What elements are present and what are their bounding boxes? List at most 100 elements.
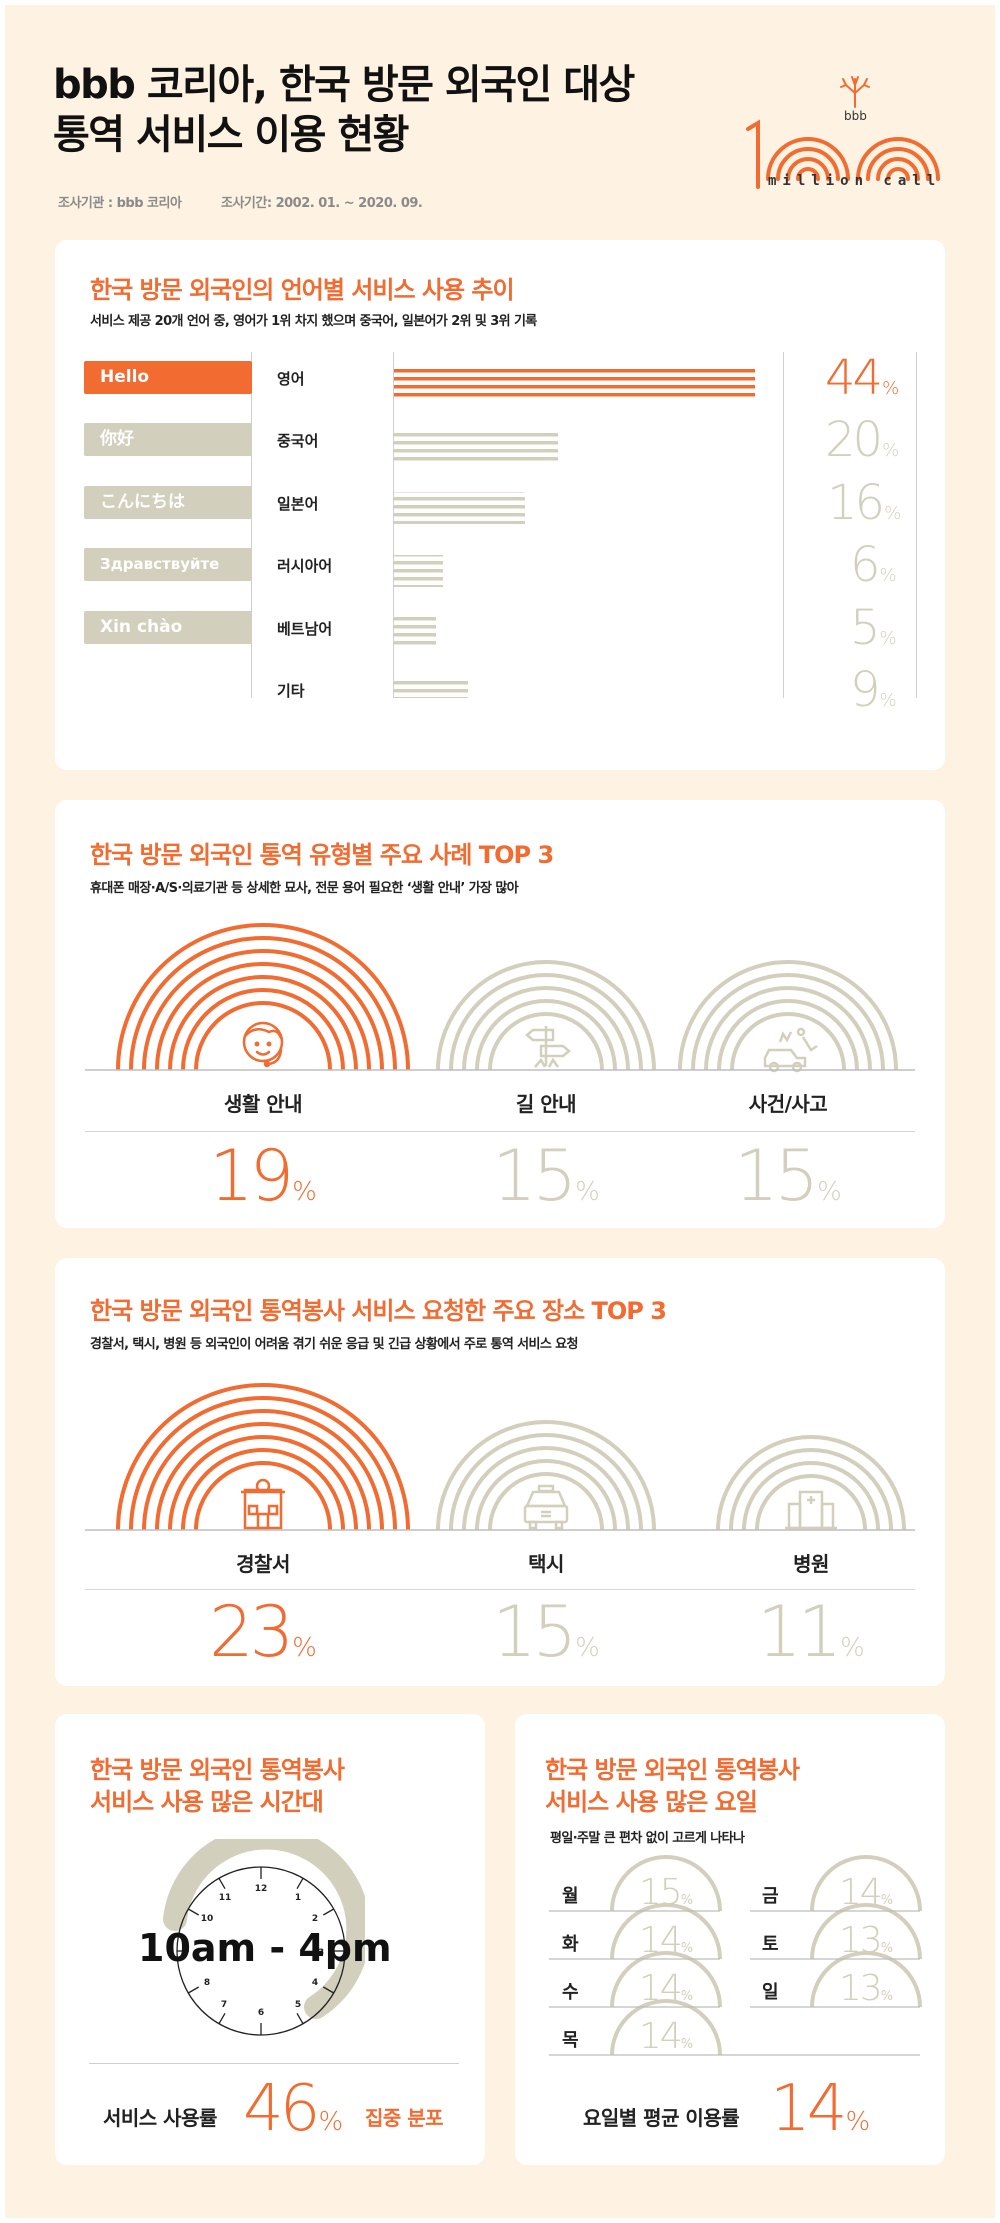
svg-text:4: 4 [312,1978,318,1988]
percent-english: 44% [825,350,900,406]
arc-group-hospital [716,1435,906,1531]
svg-text:7: 7 [221,2000,227,2010]
time-of-day-card: 한국 방문 외국인 통역봉사 서비스 사용 많은 시간대 12 1 2 3 4 5 6 7 8 1… [55,1714,485,2165]
bar-russian [394,555,443,587]
day-percent-tue: 14% [638,1920,694,1961]
average-rate-value: 14% [770,2072,871,2146]
place-section-title: 한국 방문 외국인 통역봉사 서비스 요청한 주요 장소 TOP 3 [90,1297,667,1325]
divider [783,352,784,698]
survey-period: 조사기간: 2002. 01. ~ 2020. 09. [221,196,423,211]
title-line-2: 통역 서비스 이용 현황 [53,112,409,158]
type-label-directions: 길 안내 [515,1092,577,1116]
svg-text:10: 10 [201,1914,214,1924]
day-title-line-1: 한국 방문 외국인 통역봉사 [545,1756,800,1784]
type-percent-directions: 15% [492,1135,600,1217]
police-station-icon [241,1478,285,1530]
language-label: 영어 [277,370,305,388]
divider [251,352,252,698]
day-percent-wed: 14% [638,1968,694,2009]
day-label-sat: 토 [762,1934,779,1955]
time-section-title: 한국 방문 외국인 통역봉사 서비스 사용 많은 시간대 [90,1754,345,1818]
million-call-logo: bbb million call [740,67,950,192]
type-arcs [85,923,915,1073]
svg-text:6: 6 [258,2008,264,2018]
day-percent-sat: 13% [838,1920,894,1961]
time-range-band [163,1839,365,2019]
time-title-line-1: 한국 방문 외국인 통역봉사 [90,1756,345,1784]
place-percent-police: 23% [209,1591,317,1673]
hospital-icon [785,1490,837,1530]
divider [89,2063,459,2064]
day-label-fri: 금 [762,1886,779,1907]
day-title-line-2: 서비스 사용 많은 요일 [545,1788,758,1816]
day-section-subtitle: 평일·주말 큰 편차 없이 고르게 나타나 [550,1831,745,1846]
place-percent-taxi: 15% [492,1591,600,1673]
arc-group-police [116,1383,410,1531]
place-arcs [85,1383,915,1531]
language-usage-card: 한국 방문 외국인의 언어별 서비스 사용 추이 서비스 제공 20개 언어 중… [55,240,945,770]
place-percent-hospital: 11% [757,1591,865,1673]
day-label-tue: 화 [562,1934,579,1955]
svg-text:2: 2 [312,1914,318,1924]
place-label-police: 경찰서 [236,1552,290,1576]
percent-chinese: 20% [825,412,900,468]
percent-other: 9% [850,662,897,718]
language-label: 일본어 [277,495,319,513]
type-label-life-guide: 생활 안내 [223,1092,303,1116]
language-label: 중국어 [277,432,319,450]
place-label-taxi: 택시 [528,1552,564,1576]
language-label: 베트남어 [277,620,333,638]
type-percent-accident: 15% [734,1135,842,1217]
bar-english [394,367,755,399]
arc-group-directions [436,960,656,1071]
greeting-badge-japanese: こんにちは [84,486,252,519]
usage-rate-value: 46% [243,2072,344,2146]
place-section-subtitle: 경찰서, 택시, 병원 등 외국인이 어려움 겪기 쉬운 응급 및 긴급 상황에… [90,1337,578,1352]
day-arcs [549,1855,922,2056]
day-section-title: 한국 방문 외국인 통역봉사 서비스 사용 많은 요일 [545,1754,800,1818]
language-section-title: 한국 방문 외국인의 언어별 서비스 사용 추이 [90,276,515,304]
type-label-accident: 사건/사고 [748,1092,828,1116]
language-section-subtitle: 서비스 제공 20개 언어 중, 영어가 1위 차지 했으며 중국어, 일본어가… [90,314,537,329]
arc-group-taxi [436,1420,656,1531]
svg-text:3: 3 [318,1948,324,1958]
percent-vietnamese: 5% [850,600,897,656]
usage-rate-label: 서비스 사용률 [103,2106,217,2130]
clock-ticks [177,1867,345,2035]
average-rate-label: 요일별 평균 이용률 [583,2106,740,2130]
infographic-page: bbb 코리아, 한국 방문 외국인 대상 통역 서비스 이용 현황 조사기관 … [5,5,995,2218]
type-percent-life-guide: 19% [209,1135,317,1217]
svg-text:8: 8 [204,1978,210,1988]
svg-text:11: 11 [219,1893,232,1903]
bar-chinese [394,430,558,462]
type-section-title: 한국 방문 외국인 통역 유형별 주요 사례 TOP 3 [90,841,554,869]
bar-vietnamese [394,617,436,649]
page-title: bbb 코리아, 한국 방문 외국인 대상 통역 서비스 이용 현황 [53,60,635,160]
arc-group-life-guide [116,923,410,1071]
day-percent-sun: 13% [838,1968,894,2009]
logo-brand: bbb [844,109,867,123]
logo-tagline: million call [768,173,942,189]
divider [393,352,394,698]
greeting-badge-english: Hello [84,361,252,394]
place-label-hospital: 병원 [793,1552,829,1576]
time-title-line-2: 서비스 사용 많은 시간대 [90,1788,324,1816]
greeting-badge-chinese: 你好 [84,423,252,456]
title-line-1: bbb 코리아, 한국 방문 외국인 대상 [53,62,635,108]
divider [916,352,917,698]
language-bar-chart [394,367,755,698]
day-of-week-card: 한국 방문 외국인 통역봉사 서비스 사용 많은 요일 평일·주말 큰 편차 없… [515,1714,945,2165]
bar-other [394,680,468,698]
day-label-mon: 월 [562,1886,579,1907]
type-section-subtitle: 휴대폰 매장·A/S·의료기관 등 상세한 묘사, 전문 용어 필요한 ‘생활 … [90,881,519,896]
divider [85,1589,915,1590]
day-label-thu: 목 [562,2030,579,2051]
day-label-sun: 일 [762,1982,779,2003]
svg-text:1: 1 [295,1893,301,1903]
divider [85,1131,915,1132]
bar-japanese [394,492,525,524]
percent-japanese: 16% [827,475,902,531]
car-accident-icon [763,1027,818,1073]
